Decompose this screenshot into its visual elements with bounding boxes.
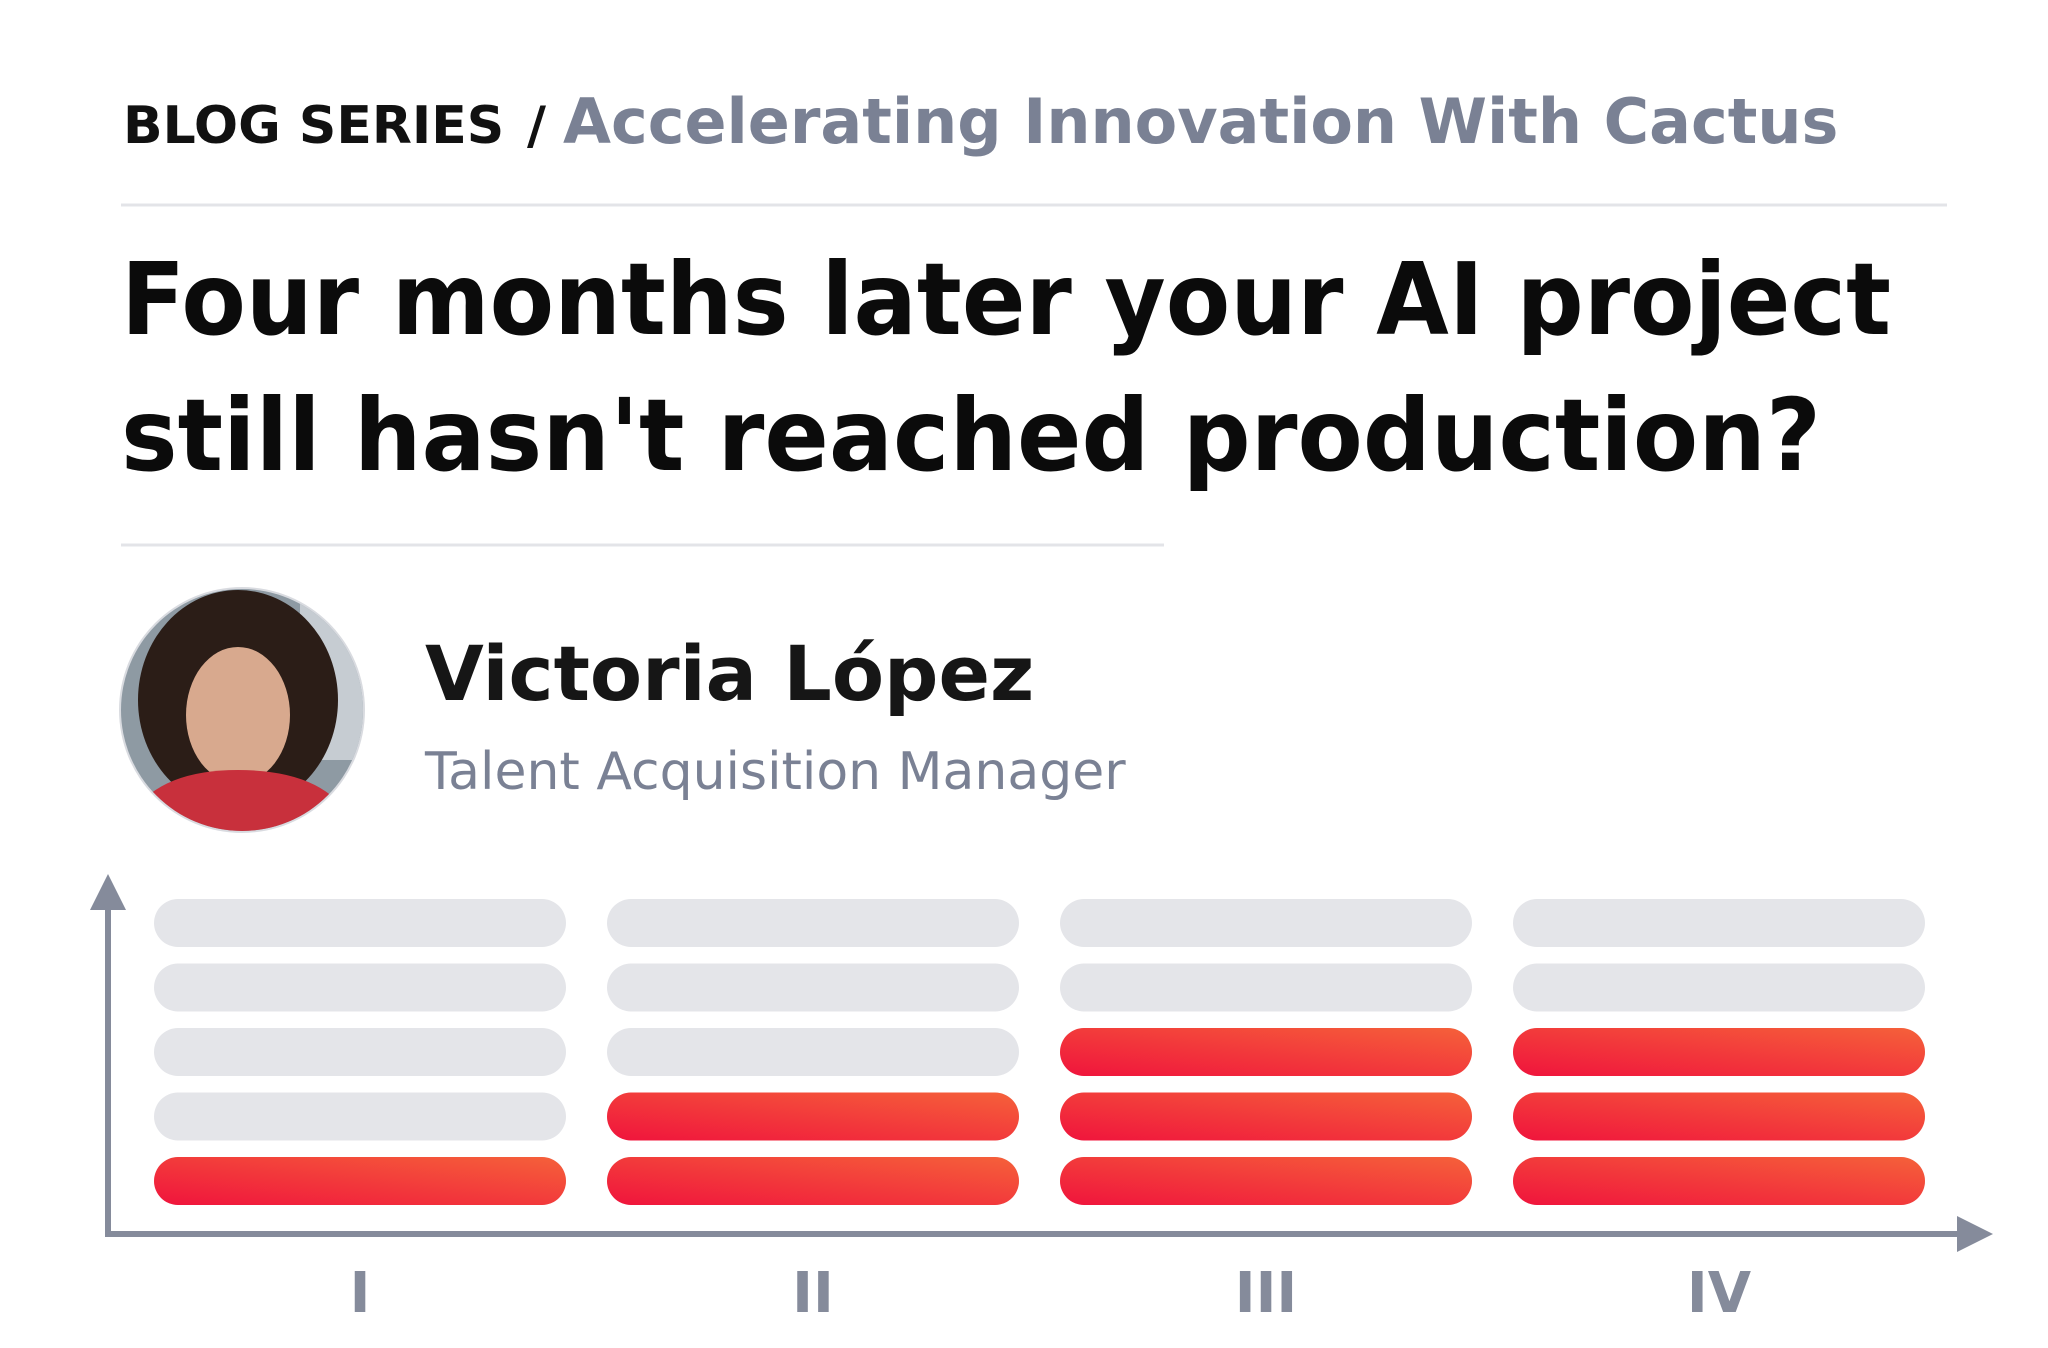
slot — [1060, 899, 1472, 947]
title-line: still hasn't reached production? — [121, 377, 1821, 494]
slot — [607, 1028, 1019, 1076]
author-name: Victoria López — [425, 629, 1034, 718]
slot — [154, 1028, 566, 1076]
slot — [607, 963, 1019, 1012]
separator: / — [527, 96, 546, 156]
bar-unit — [1513, 1092, 1925, 1141]
slot — [154, 963, 566, 1012]
slot — [1513, 899, 1925, 947]
title-line: Four months later your AI project — [121, 241, 1891, 358]
bar-unit — [1513, 1157, 1925, 1205]
slot — [1513, 963, 1925, 1012]
x-tick-label: IV — [1687, 1261, 1752, 1326]
chart: I II III IV — [154, 899, 1925, 1326]
bar-unit — [607, 1157, 1019, 1205]
avatar — [119, 587, 365, 833]
bar — [607, 1092, 1019, 1205]
bar-unit — [1060, 1028, 1472, 1076]
author-role: Talent Acquisition Manager — [424, 742, 1126, 802]
bar — [1060, 1028, 1472, 1205]
x-tick-label: I — [350, 1261, 371, 1326]
bar-unit — [1060, 1157, 1472, 1205]
bar-unit — [607, 1092, 1019, 1141]
bar — [1513, 1028, 1925, 1205]
x-tick-label: III — [1235, 1261, 1298, 1326]
bar-unit — [1060, 1092, 1472, 1141]
x-tick-label: II — [792, 1261, 834, 1326]
slot — [607, 899, 1019, 947]
slot — [154, 1092, 566, 1141]
slot — [154, 899, 566, 947]
bar-unit — [154, 1157, 566, 1205]
bar — [154, 1157, 566, 1205]
series-label: BLOG SERIES — [123, 96, 504, 156]
slot — [1060, 963, 1472, 1012]
series-name: Accelerating Innovation With Cactus — [563, 85, 1838, 158]
bar-unit — [1513, 1028, 1925, 1076]
